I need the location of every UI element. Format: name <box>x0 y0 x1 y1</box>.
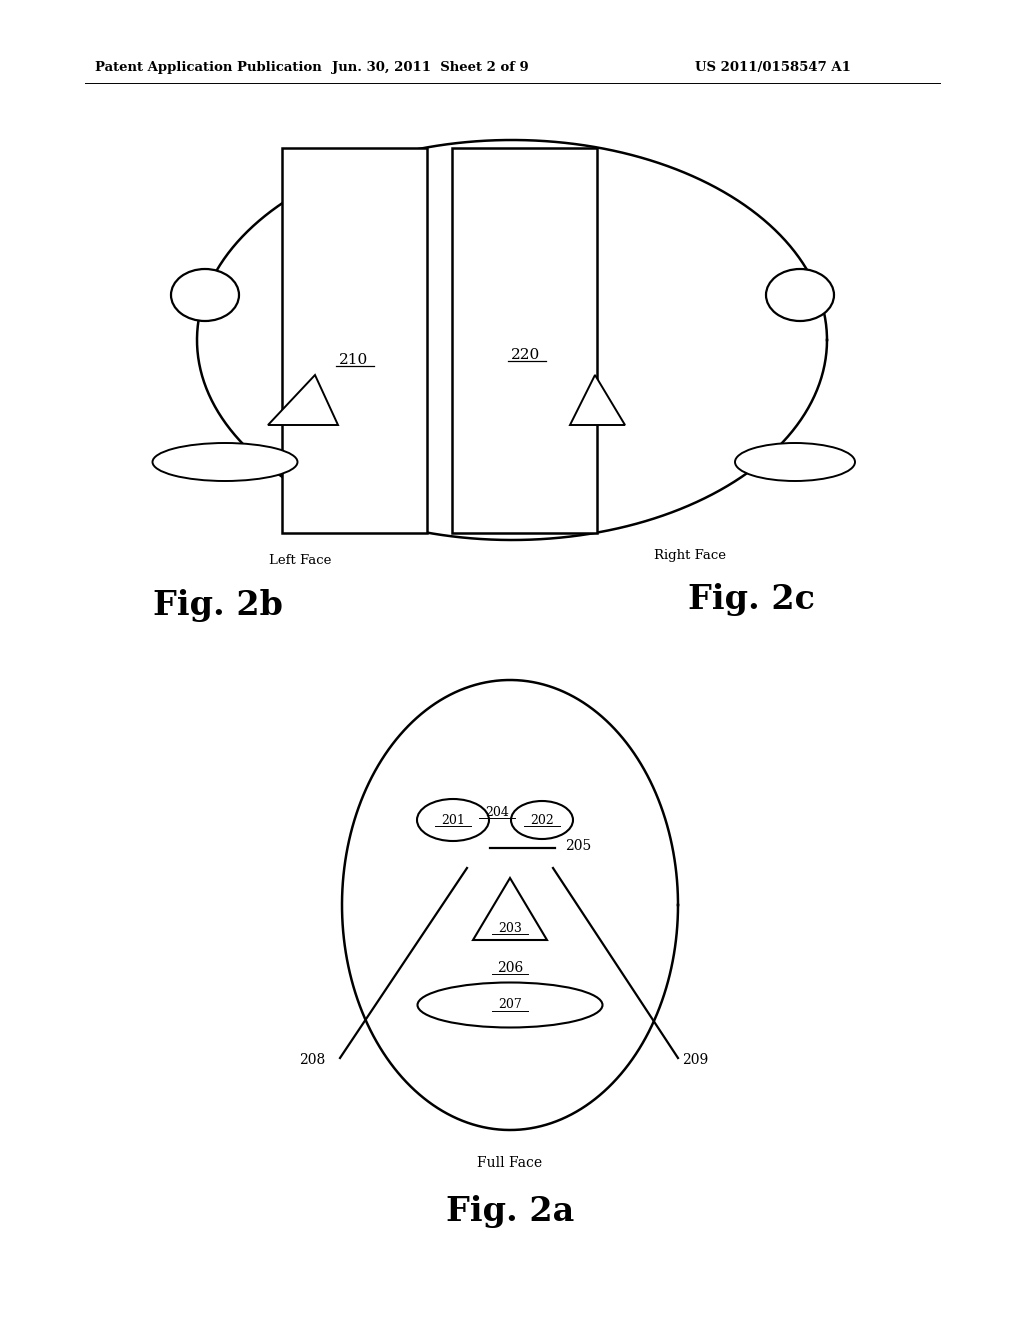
Text: 208: 208 <box>299 1053 325 1067</box>
Ellipse shape <box>417 799 489 841</box>
Polygon shape <box>268 375 338 425</box>
Text: Fig. 2c: Fig. 2c <box>688 583 815 616</box>
Bar <box>452 148 597 533</box>
Text: Full Face: Full Face <box>477 1156 543 1170</box>
Text: 210: 210 <box>339 352 369 367</box>
Text: 202: 202 <box>530 813 554 826</box>
Polygon shape <box>570 375 625 425</box>
Ellipse shape <box>735 444 855 480</box>
Text: 220: 220 <box>511 348 541 362</box>
Text: 209: 209 <box>682 1053 709 1067</box>
Ellipse shape <box>511 801 573 840</box>
Ellipse shape <box>418 982 602 1027</box>
Text: 206: 206 <box>497 961 523 975</box>
Text: 204: 204 <box>485 805 509 818</box>
Ellipse shape <box>171 269 239 321</box>
Text: Fig. 2a: Fig. 2a <box>445 1196 574 1229</box>
Polygon shape <box>473 878 547 940</box>
Text: US 2011/0158547 A1: US 2011/0158547 A1 <box>695 62 851 74</box>
Text: Patent Application Publication: Patent Application Publication <box>95 62 322 74</box>
Text: 201: 201 <box>441 813 465 826</box>
Text: Fig. 2b: Fig. 2b <box>153 589 283 622</box>
Text: 205: 205 <box>565 840 591 853</box>
Ellipse shape <box>153 444 298 480</box>
Text: Right Face: Right Face <box>654 549 726 561</box>
Bar <box>282 148 427 533</box>
Text: Jun. 30, 2011  Sheet 2 of 9: Jun. 30, 2011 Sheet 2 of 9 <box>332 62 528 74</box>
Text: 207: 207 <box>498 998 522 1011</box>
Ellipse shape <box>766 269 834 321</box>
Text: Left Face: Left Face <box>269 553 331 566</box>
Text: 203: 203 <box>498 921 522 935</box>
